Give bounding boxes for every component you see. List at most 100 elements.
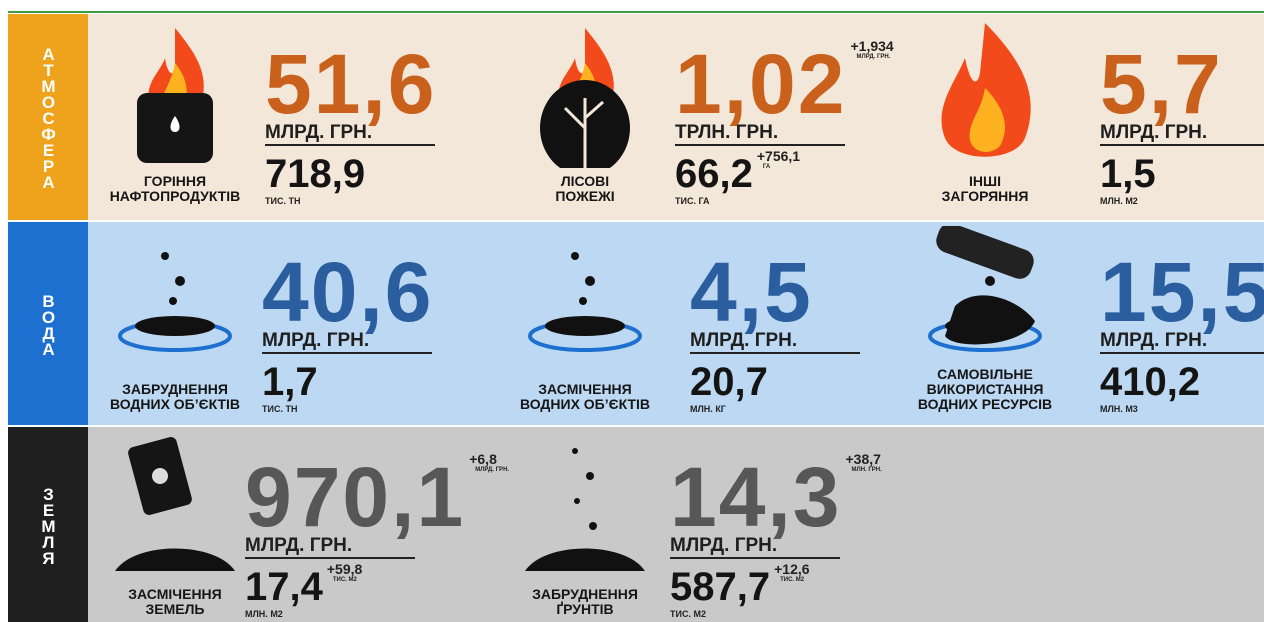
icon-shape xyxy=(586,472,594,480)
icon-shape xyxy=(585,276,595,286)
extra-unit: ГА xyxy=(763,164,800,170)
sub-value: 66,2 xyxy=(675,152,753,196)
unit: МЛРД. ГРН. xyxy=(1100,122,1207,144)
divider xyxy=(245,557,415,559)
section-label-text: ЗЕМЛЯ xyxy=(38,485,58,565)
extra-unit: МЛРД. ГРН. xyxy=(857,54,894,60)
unit: МЛРД. ГРН. xyxy=(262,330,369,352)
extra-number: +38,7 xyxy=(846,451,882,467)
page: АТМОСФЕРАГОРІННЯНАФТОПРОДУКТІВ51,6МЛРД. … xyxy=(0,0,1264,622)
name-line: ВИКОРИСТАННЯ xyxy=(895,382,1075,397)
extra-number: +1,934 xyxy=(851,38,894,54)
sub-row: 1,5 xyxy=(1100,152,1156,196)
divider xyxy=(1100,144,1264,146)
name-line: ЗАСМІЧЕННЯ xyxy=(85,587,265,602)
value: 15,5 xyxy=(1100,250,1264,334)
extra-number: +756,1 xyxy=(757,148,800,164)
divider xyxy=(262,352,432,354)
name-line: ІНШІ xyxy=(895,174,1075,189)
extra-number: +59,8 xyxy=(327,561,362,577)
value: 5,7 xyxy=(1100,42,1223,126)
name-line: ПОЖЕЖІ xyxy=(495,189,675,204)
sub-extra: +756,1ГА xyxy=(757,148,800,170)
sub-value: 1,7 xyxy=(262,360,318,404)
icon-shape xyxy=(169,297,177,305)
section-label: ВОДА xyxy=(8,222,88,425)
sub-unit: МЛН. КГ xyxy=(690,404,726,414)
icon-shape xyxy=(572,448,578,454)
section-label: АТМОСФЕРА xyxy=(8,14,88,220)
sub-row: 718,9 xyxy=(265,152,365,196)
sub-unit: МЛН. М2 xyxy=(1100,196,1138,206)
section-label: ЗЕМЛЯ xyxy=(8,427,88,622)
divider xyxy=(265,144,435,146)
name-line: ЗАГОРЯННЯ xyxy=(895,189,1075,204)
divider xyxy=(675,144,845,146)
section-label-text: ВОДА xyxy=(38,292,58,356)
icon xyxy=(105,18,245,168)
value: 40,6 xyxy=(262,250,434,334)
value: 1,02 xyxy=(675,42,847,126)
sub-value: 1,5 xyxy=(1100,152,1156,196)
sub-value: 587,7 xyxy=(670,565,770,609)
value: 14,3 xyxy=(670,455,842,539)
divider xyxy=(1100,352,1264,354)
value-row: 5,7 xyxy=(1100,42,1223,126)
icon-shape xyxy=(115,549,235,572)
value-row: 15,5 xyxy=(1100,250,1264,334)
icon-shape xyxy=(135,316,215,336)
extra-number: +12,6 xyxy=(774,561,809,577)
icon xyxy=(105,226,245,376)
sub-value: 410,2 xyxy=(1100,360,1200,404)
sub-unit: МЛН. М3 xyxy=(1100,404,1138,414)
divider xyxy=(690,352,860,354)
value-row: 14,3+38,7МЛН. ГРН. xyxy=(670,455,882,539)
icon-shape xyxy=(525,549,645,572)
icon-shape xyxy=(589,522,597,530)
unit: МЛРД. ГРН. xyxy=(265,122,372,144)
icon-shape xyxy=(985,276,995,286)
name-line: ЗАБРУДНЕННЯ xyxy=(85,382,265,397)
unit: МЛРД. ГРН. xyxy=(1100,330,1207,352)
icon-shape xyxy=(175,276,185,286)
icon-shape xyxy=(574,498,580,504)
sub-unit: ТИС. ГА xyxy=(675,196,710,206)
icon-shape xyxy=(161,252,169,260)
icon-shape xyxy=(152,468,168,484)
extra-unit: МЛРД. ГРН. xyxy=(475,467,509,473)
extra-unit: МЛН. ГРН. xyxy=(852,467,882,473)
value: 970,1 xyxy=(245,455,465,539)
name-line: ВОДНИХ ОБ’ЄКТІВ xyxy=(495,397,675,412)
icon-shape xyxy=(579,297,587,305)
name-line: ГОРІННЯ xyxy=(85,174,265,189)
name-line: ВОДНИХ РЕСУРСІВ xyxy=(895,397,1075,412)
icon xyxy=(515,431,655,581)
top-line xyxy=(8,11,1264,13)
section-label-text: АТМОСФЕРА xyxy=(38,45,58,189)
sub-value: 17,4 xyxy=(245,565,323,609)
name-line: ЛІСОВІ xyxy=(495,174,675,189)
value: 4,5 xyxy=(690,250,813,334)
icon xyxy=(515,18,655,168)
unit: МЛРД. ГРН. xyxy=(670,535,777,557)
extra-number: +6,8 xyxy=(469,451,509,467)
sub-value: 718,9 xyxy=(265,152,365,196)
value-row: 40,6 xyxy=(262,250,434,334)
unit: МЛРД. ГРН. xyxy=(245,535,352,557)
name-line: НАФТОПРОДУКТІВ xyxy=(85,189,265,204)
value: 51,6 xyxy=(265,42,437,126)
icon xyxy=(515,226,655,376)
